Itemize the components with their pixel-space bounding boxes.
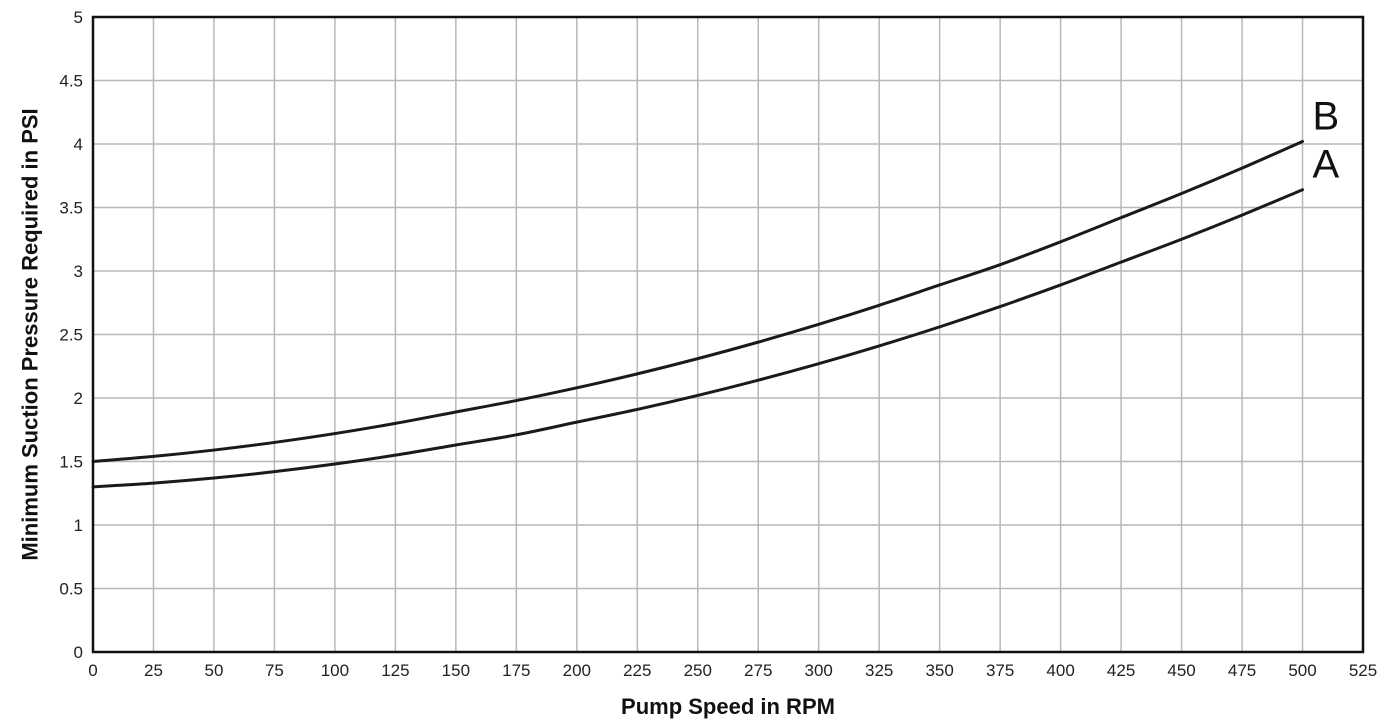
x-tick-label: 0 [88, 661, 97, 680]
series-layer [91, 139, 1305, 489]
x-tick-label: 275 [744, 661, 772, 680]
y-tick-label: 0 [74, 643, 83, 662]
series-line-a [91, 188, 1305, 489]
x-tick-label: 250 [684, 661, 712, 680]
x-tick-label: 450 [1167, 661, 1195, 680]
x-tick-label: 425 [1107, 661, 1135, 680]
x-tick-label: 200 [563, 661, 591, 680]
grid [92, 16, 1364, 653]
y-axis-title: Minimum Suction Pressure Required in PSI [18, 108, 43, 560]
x-tick-label: 300 [805, 661, 833, 680]
x-tick-label: 50 [204, 661, 223, 680]
y-tick-label: 5 [74, 8, 83, 27]
x-tick-label: 325 [865, 661, 893, 680]
x-tick-label: 500 [1288, 661, 1316, 680]
x-tick-label: 525 [1349, 661, 1377, 680]
x-tick-label: 100 [321, 661, 349, 680]
y-tick-label: 2.5 [59, 326, 83, 345]
y-tick-label: 1 [74, 516, 83, 535]
x-tick-label: 25 [144, 661, 163, 680]
y-tick-label: 1.5 [59, 453, 83, 472]
x-tick-label: 225 [623, 661, 651, 680]
x-tick-label: 400 [1046, 661, 1074, 680]
y-tick-label: 3 [74, 262, 83, 281]
x-tick-label: 175 [502, 661, 530, 680]
series-label-b: B [1313, 94, 1340, 138]
series-label-a: A [1313, 143, 1340, 187]
x-tick-label: 350 [925, 661, 953, 680]
x-tick-label: 75 [265, 661, 284, 680]
series-line-b [91, 139, 1305, 463]
y-tick-label: 3.5 [59, 199, 83, 218]
plot-frame [91, 15, 1365, 654]
x-tick-labels: 0 25 50 75 100 125 150 175 200 225 250 275 300 325 350… [88, 661, 1377, 680]
x-tick-label: 125 [381, 661, 409, 680]
x-tick-label: 475 [1228, 661, 1256, 680]
y-tick-labels: 0 0.5 1 1.5 2 2.5 3 3.5 4 4.5 5 [59, 8, 83, 662]
y-tick-label: 4.5 [59, 72, 83, 91]
y-tick-label: 4 [74, 135, 83, 154]
x-axis-title: Pump Speed in RPM [621, 694, 835, 719]
y-tick-label: 0.5 [59, 580, 83, 599]
y-tick-label: 2 [74, 389, 83, 408]
x-tick-label: 150 [442, 661, 470, 680]
x-tick-label: 375 [986, 661, 1014, 680]
series-labels: BA [1313, 94, 1340, 186]
